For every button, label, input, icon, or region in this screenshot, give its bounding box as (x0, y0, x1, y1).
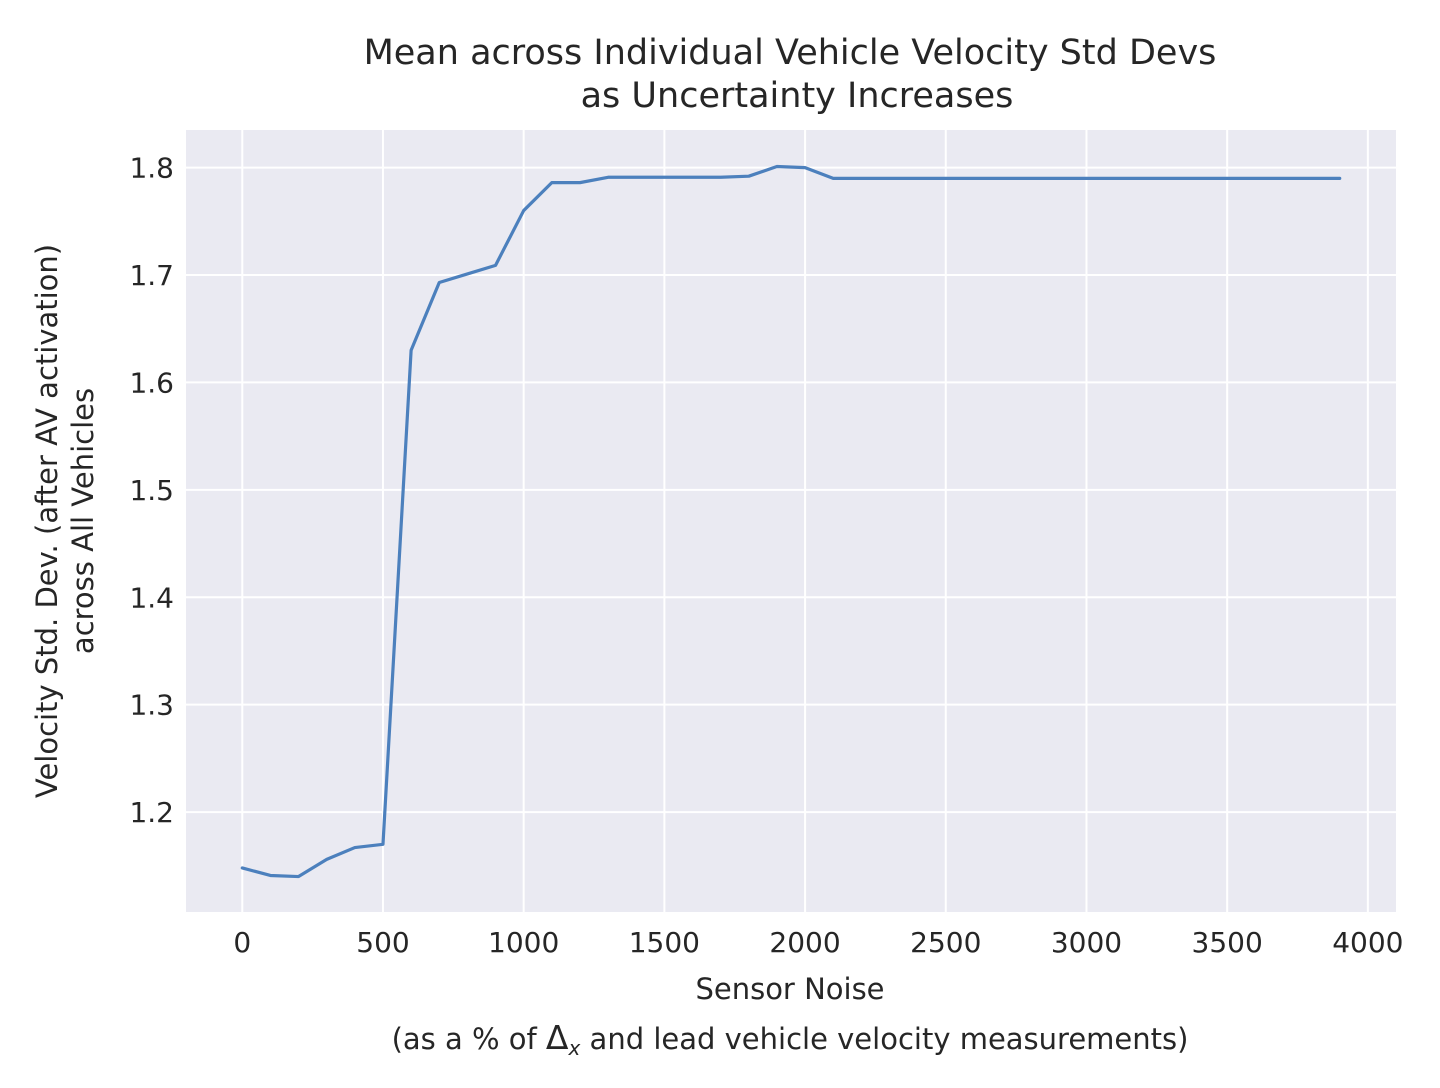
chart-title-line-1: Mean across Individual Vehicle Velocity … (364, 33, 1217, 73)
y-tick-labels: 1.2 1.3 1.4 1.5 1.6 1.7 1.8 (129, 152, 174, 830)
y-axis-label-line-2: across All Vehicles (66, 388, 100, 654)
y-gridlines (186, 166, 1396, 814)
y-tick-label: 1.3 (129, 689, 174, 722)
chart-title-line-2: as Uncertainty Increases (581, 76, 1014, 116)
x-axis-sublabel-before: (as a % of (392, 1022, 546, 1056)
x-tick-label: 500 (356, 926, 409, 959)
y-tick-label: 1.7 (129, 259, 174, 292)
x-axis-sublabel-after: and lead vehicle velocity measurements) (580, 1022, 1188, 1056)
x-tick-label: 3000 (1051, 926, 1122, 959)
y-tick-label: 1.8 (129, 152, 174, 185)
x-tick-label: 2000 (769, 926, 840, 959)
delta-subscript: x (568, 1036, 581, 1060)
x-gridlines (241, 130, 1369, 912)
x-tick-label: 3500 (1192, 926, 1263, 959)
x-tick-label: 0 (233, 926, 251, 959)
y-axis-label-line-1: Velocity Std. Dev. (after AV activation) (30, 244, 64, 798)
y-tick-label: 1.5 (129, 474, 174, 507)
x-tick-label: 1500 (629, 926, 700, 959)
y-tick-label: 1.6 (129, 366, 174, 399)
x-tick-label: 2500 (910, 926, 981, 959)
y-tick-label: 1.4 (129, 581, 174, 614)
delta-symbol: Δ (546, 1018, 569, 1057)
x-tick-label: 4000 (1332, 926, 1403, 959)
x-axis-sublabel: (as a % of Δx and lead vehicle velocity … (392, 1018, 1189, 1060)
x-tick-label: 1000 (488, 926, 559, 959)
x-axis-label: Sensor Noise (695, 972, 884, 1006)
x-tick-labels: 0 500 1000 1500 2000 2500 3000 3500 4000 (233, 926, 1403, 959)
series-line (240, 164, 1342, 879)
y-tick-label: 1.2 (129, 796, 174, 829)
plot-area (186, 130, 1396, 912)
y-axis-label: Velocity Std. Dev. (after AV activation)… (30, 244, 100, 798)
